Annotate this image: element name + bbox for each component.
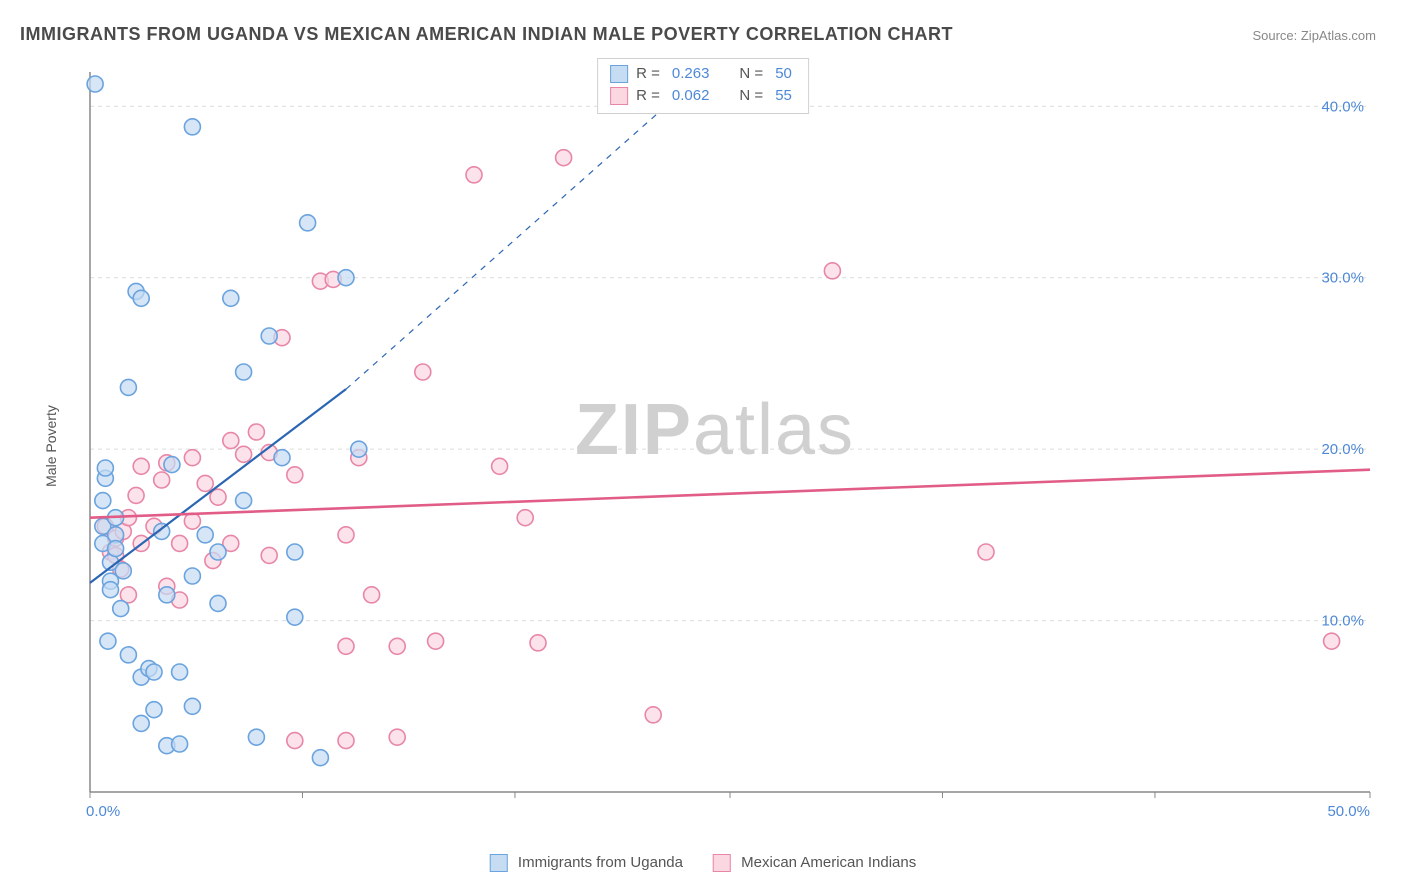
source-link[interactable]: ZipAtlas.com bbox=[1301, 28, 1376, 43]
chart-svg: 10.0% 20.0% 30.0% 40.0% 0.0% 50.0% bbox=[50, 60, 1380, 830]
legend-bottom-swatch-0 bbox=[490, 854, 508, 872]
legend-bottom-swatch-1 bbox=[713, 854, 731, 872]
source-attribution: Source: ZipAtlas.com bbox=[1252, 28, 1376, 43]
r-label: R = bbox=[636, 63, 660, 85]
source-prefix: Source: bbox=[1252, 28, 1300, 43]
svg-text:40.0%: 40.0% bbox=[1321, 98, 1364, 115]
n-label: N = bbox=[739, 85, 763, 107]
chart-container: IMMIGRANTS FROM UGANDA VS MEXICAN AMERIC… bbox=[0, 0, 1406, 892]
r-value-1: 0.062 bbox=[672, 85, 710, 107]
legend-bottom-item-1: Mexican American Indians bbox=[713, 854, 916, 872]
chart-title: IMMIGRANTS FROM UGANDA VS MEXICAN AMERIC… bbox=[20, 24, 953, 45]
legend-top-row-0: R = 0.263 N = 50 bbox=[610, 63, 796, 85]
svg-text:10.0%: 10.0% bbox=[1321, 613, 1364, 630]
r-value-0: 0.263 bbox=[672, 63, 710, 85]
legend-bottom-item-0: Immigrants from Uganda bbox=[490, 854, 683, 872]
svg-text:0.0%: 0.0% bbox=[86, 803, 120, 820]
svg-text:20.0%: 20.0% bbox=[1321, 441, 1364, 458]
svg-text:50.0%: 50.0% bbox=[1327, 803, 1370, 820]
legend-bottom-label-0: Immigrants from Uganda bbox=[518, 854, 683, 871]
legend-bottom: Immigrants from Uganda Mexican American … bbox=[490, 854, 917, 872]
n-label: N = bbox=[739, 63, 763, 85]
legend-swatch-1 bbox=[610, 87, 628, 105]
legend-top: R = 0.263 N = 50 R = 0.062 N = 55 bbox=[597, 58, 809, 114]
svg-text:30.0%: 30.0% bbox=[1321, 270, 1364, 287]
legend-swatch-0 bbox=[610, 65, 628, 83]
r-label: R = bbox=[636, 85, 660, 107]
legend-top-row-1: R = 0.062 N = 55 bbox=[610, 85, 796, 107]
n-value-1: 55 bbox=[775, 85, 792, 107]
plot-area: ZIPatlas 10.0%20.0%30.0%40.0%0.0%50.0% bbox=[50, 60, 1380, 830]
legend-bottom-label-1: Mexican American Indians bbox=[741, 854, 916, 871]
n-value-0: 50 bbox=[775, 63, 792, 85]
